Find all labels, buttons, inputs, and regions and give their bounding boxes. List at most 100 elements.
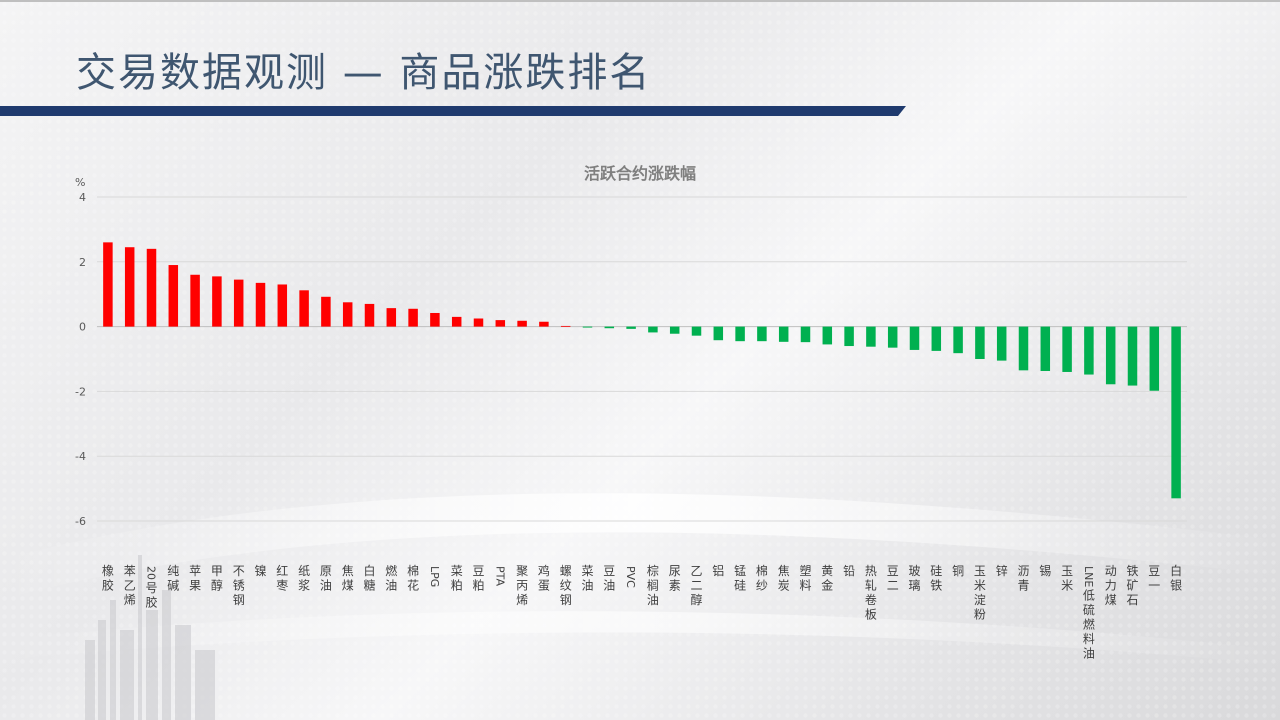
category-label: 棉纱	[756, 564, 768, 593]
category-label: 塑料	[799, 563, 811, 593]
bar-20号胶	[146, 248, 157, 327]
category-label: 燃油	[385, 563, 397, 593]
bar-硅铁	[931, 326, 942, 351]
bar-玻璃	[909, 326, 920, 350]
bar-铁矿石	[1127, 326, 1138, 386]
title-underline-bar	[0, 106, 906, 116]
category-label: 聚丙烯	[516, 564, 528, 607]
category-label: 硅铁	[930, 564, 942, 593]
bar-棉纱	[757, 326, 767, 342]
category-label: 菜油	[581, 564, 593, 593]
bar-PVC	[626, 326, 636, 329]
category-label: 玉米淀粉	[974, 564, 986, 622]
bar-棕榈油	[648, 326, 658, 333]
bar-豆粕	[473, 318, 484, 327]
bar-沥青	[1018, 326, 1029, 371]
bar-白银	[1171, 326, 1181, 499]
bar-铅	[844, 326, 854, 347]
bar-塑料	[800, 326, 811, 343]
category-label: 锡	[1039, 563, 1051, 578]
bar-豆二	[887, 326, 898, 348]
bar-铝	[713, 326, 724, 341]
category-label: 热轧卷板	[865, 564, 877, 622]
category-label: 焦煤	[342, 564, 354, 593]
category-label: 乙二醇	[690, 564, 702, 607]
bar-纸浆	[299, 290, 309, 327]
category-label-part: LNE	[1082, 566, 1095, 587]
y-tick-label: 4	[79, 191, 86, 204]
bar-苹果	[190, 274, 200, 327]
category-label: 黄金	[821, 564, 833, 593]
bar-热轧卷板	[866, 326, 876, 347]
bar-聚丙烯	[517, 320, 527, 327]
category-label: 动力煤	[1105, 564, 1117, 607]
bar-红枣	[277, 284, 288, 327]
category-label: 豆粕	[472, 564, 484, 593]
bar-甲醇	[212, 276, 222, 327]
category-label-part: PTA	[493, 566, 506, 586]
category-label: 铅	[843, 564, 855, 578]
bar-LPG	[430, 312, 440, 327]
category-label: 豆油	[603, 564, 615, 593]
bar-锰硅	[735, 326, 745, 342]
bar-焦煤	[342, 302, 353, 327]
category-label: 玻璃	[908, 564, 920, 593]
y-tick-label: 2	[79, 256, 86, 269]
bar-苯乙烯	[124, 247, 135, 327]
bar-LNE低硫燃料油	[1084, 326, 1094, 375]
bar-铜	[953, 326, 963, 354]
bar-PTA	[495, 320, 506, 327]
category-label: 白糖	[363, 563, 375, 593]
category-label: 尿素	[669, 564, 681, 593]
category-label: 锌	[996, 564, 1008, 578]
category-label: 沥青	[1017, 564, 1029, 593]
y-axis-unit-label: %	[75, 176, 86, 189]
category-label: 白银	[1170, 563, 1182, 593]
category-label-part: PVC	[624, 566, 637, 588]
category-label: 螺纹钢	[560, 564, 572, 607]
category-label: 号胶	[145, 581, 157, 610]
category-label: 镍	[254, 564, 266, 578]
category-label: 原油	[320, 564, 332, 593]
category-label: 玉米	[1061, 564, 1073, 593]
bar-橡胶	[103, 242, 113, 327]
category-label: 锰硅	[734, 563, 746, 593]
bar-白糖	[364, 303, 375, 327]
bar-焦炭	[778, 326, 789, 342]
category-label: 豆一	[1148, 564, 1160, 593]
bar-纯碱	[168, 265, 179, 327]
category-label: 不锈钢	[233, 564, 245, 607]
bar-乙二醇	[691, 326, 702, 336]
bar-原油	[321, 296, 331, 327]
category-label: 低硫燃料油	[1083, 589, 1095, 661]
bar-燃油	[386, 308, 397, 327]
category-label: 豆二	[887, 564, 899, 593]
category-label-part: 20	[145, 566, 158, 580]
bar-动力煤	[1105, 326, 1116, 385]
category-label-part: LPG	[428, 566, 441, 587]
category-label: 铁矿石	[1126, 564, 1138, 607]
bar-玉米	[1062, 326, 1072, 372]
category-label: 棕榈油	[647, 563, 659, 607]
page-title: 交易数据观测 — 商品涨跌排名	[76, 50, 652, 96]
category-label: 苯乙烯	[124, 564, 136, 607]
bar-鸡蛋	[539, 321, 549, 327]
category-label: 铜	[952, 563, 964, 578]
category-label: 鸡蛋	[538, 563, 550, 593]
category-label: 苹果	[189, 564, 201, 593]
category-label: 铝	[712, 563, 724, 578]
chart-title: 活跃合约涨跌幅	[583, 164, 696, 183]
bar-黄金	[822, 326, 833, 345]
category-label: 菜粕	[451, 564, 463, 593]
y-tick-label: -2	[75, 385, 86, 398]
bar-豆一	[1149, 326, 1160, 391]
category-label: 纸浆	[298, 564, 310, 593]
category-label: 橡胶	[102, 564, 114, 593]
bar-豆油	[604, 326, 615, 329]
category-label: 棉花	[407, 564, 419, 593]
bar-锌	[996, 326, 1007, 361]
bar-菜油	[582, 326, 593, 328]
bar-尿素	[669, 326, 680, 334]
category-label: 甲醇	[211, 564, 223, 593]
bar-螺纹钢	[560, 325, 571, 327]
